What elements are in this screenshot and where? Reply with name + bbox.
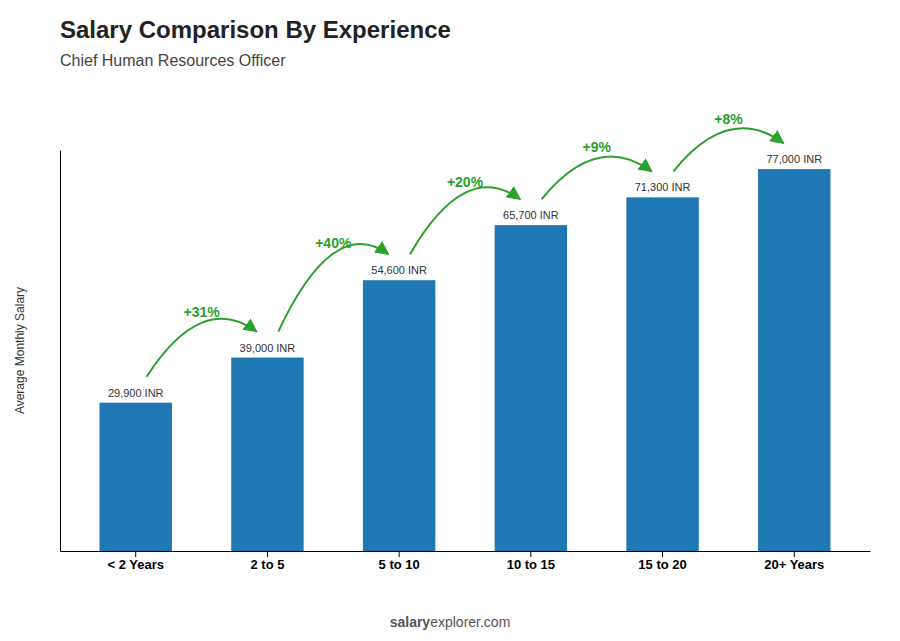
- x-tick-label: 10 to 15: [507, 557, 555, 572]
- x-tick: 15 to 20: [638, 551, 686, 572]
- x-tick-mark: [267, 551, 268, 557]
- change-label: +8%: [714, 111, 743, 127]
- data-labels: 29,900 INR 39,000 INR 54,600 INR 65,700 INR…: [108, 153, 822, 399]
- title: Salary Comparison By Experience: [60, 16, 451, 43]
- x-tick: 5 to 10: [379, 551, 420, 572]
- x-axis: < 2 Years 2 to 5 5 to 10 10 to 15 15 to 20 20…: [61, 551, 871, 572]
- footer-part: salary: [390, 614, 431, 630]
- y-axis-title: Average Monthly Salary: [13, 287, 27, 414]
- x-tick-label: < 2 Years: [107, 557, 164, 572]
- change-label: +40%: [315, 235, 352, 251]
- chart-svg: Salary Comparison By Experience Chief Hum…: [0, 0, 900, 641]
- change-label: +31%: [183, 304, 220, 320]
- data-label: 77,000 INR: [766, 153, 822, 165]
- bar: [363, 280, 435, 551]
- data-label: 39,000 INR: [240, 342, 296, 354]
- y-axis-line: [60, 151, 61, 552]
- change-arrow: [673, 128, 783, 171]
- x-tick-label: 2 to 5: [250, 557, 284, 572]
- x-tick-label: 5 to 10: [379, 557, 420, 572]
- bar: [100, 403, 172, 551]
- x-tick-label: 15 to 20: [638, 557, 686, 572]
- change-arrow: [278, 244, 388, 332]
- plot-area: < 2 Years 2 to 5 5 to 10 10 to 15 15 to 20 20…: [61, 111, 871, 572]
- bars: [100, 169, 831, 551]
- data-label: 71,300 INR: [635, 181, 691, 193]
- change-label: +20%: [447, 174, 484, 190]
- x-tick: < 2 Years: [107, 551, 164, 572]
- footer: salaryexplorer.com: [390, 614, 511, 630]
- bar: [758, 169, 830, 551]
- data-label: 29,900 INR: [108, 387, 164, 399]
- x-tick-mark: [662, 551, 663, 557]
- footer-part: explorer: [430, 614, 481, 630]
- bar: [626, 197, 698, 551]
- bar: [495, 225, 567, 551]
- change-arrow: [542, 157, 652, 200]
- data-label: 65,700 INR: [503, 209, 559, 221]
- chart-container: Salary Comparison By Experience Chief Hum…: [0, 0, 900, 641]
- y-axis: [60, 151, 61, 552]
- subtitle: Chief Human Resources Officer: [60, 52, 286, 69]
- footer-part: .com: [480, 614, 510, 630]
- x-tick-label: 20+ Years: [764, 557, 824, 572]
- change-arrow: [410, 187, 520, 254]
- x-tick: 2 to 5: [250, 551, 284, 572]
- x-tick: 20+ Years: [764, 551, 824, 572]
- data-label: 54,600 INR: [371, 264, 427, 276]
- change-arrow: [147, 319, 257, 377]
- x-tick-mark: [135, 551, 136, 557]
- x-tick-mark: [530, 551, 531, 557]
- bar: [231, 358, 303, 551]
- x-axis-line: [61, 551, 871, 552]
- change-label: +9%: [582, 139, 611, 155]
- x-tick-mark: [399, 551, 400, 557]
- x-tick: 10 to 15: [507, 551, 555, 572]
- change-annotations: +31% +40% +20% +9% +8%: [147, 111, 784, 377]
- x-tick-mark: [794, 551, 795, 557]
